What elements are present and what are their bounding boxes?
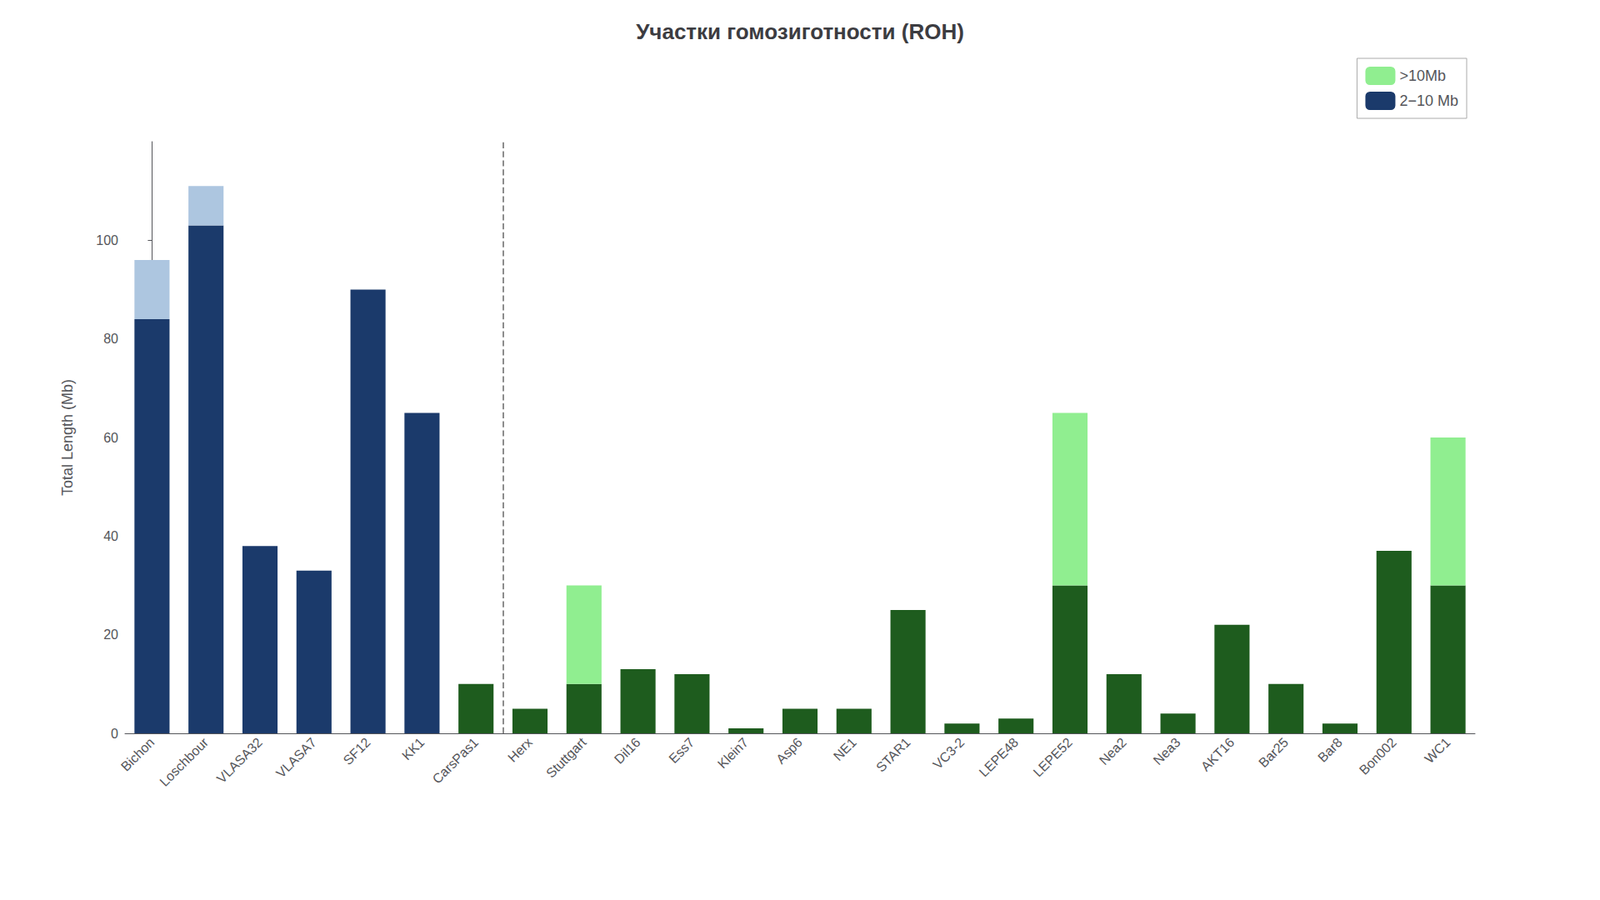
svg-text:Nea3: Nea3	[1150, 735, 1184, 768]
svg-text:>10Mb: >10Mb	[1399, 67, 1446, 85]
svg-text:Bar8: Bar8	[1315, 735, 1345, 765]
svg-text:LEPE52: LEPE52	[1030, 735, 1076, 780]
svg-text:Loschbour: Loschbour	[156, 735, 211, 790]
svg-text:Stuttgart: Stuttgart	[543, 735, 590, 781]
svg-text:Dil16: Dil16	[611, 735, 644, 767]
svg-text:Herx: Herx	[505, 735, 535, 765]
svg-text:40: 40	[103, 529, 119, 544]
svg-text:Total Length (Mb): Total Length (Mb)	[59, 379, 76, 496]
svg-text:Klein7: Klein7	[715, 735, 752, 772]
svg-text:VLASA32: VLASA32	[214, 735, 265, 786]
svg-text:Asp6: Asp6	[773, 735, 805, 767]
svg-text:Bichon: Bichon	[118, 735, 158, 775]
svg-text:0: 0	[110, 726, 119, 741]
svg-text:2−10 Mb: 2−10 Mb	[1399, 92, 1459, 110]
svg-text:VLASA7: VLASA7	[273, 735, 320, 781]
svg-text:Bar25: Bar25	[1255, 735, 1291, 770]
svg-text:KK1: KK1	[399, 735, 427, 763]
svg-text:20: 20	[103, 627, 119, 642]
svg-text:Bon002: Bon002	[1356, 735, 1400, 778]
svg-text:VC3-2: VC3-2	[930, 735, 967, 772]
svg-text:WC1: WC1	[1421, 735, 1453, 766]
svg-text:100: 100	[95, 233, 119, 248]
svg-text:NE1: NE1	[830, 735, 860, 764]
svg-text:CarsPas1: CarsPas1	[430, 735, 482, 787]
svg-text:Ess7: Ess7	[665, 735, 697, 766]
svg-text:Участки гомозиготности (ROH): Участки гомозиготности (ROH)	[635, 19, 965, 45]
svg-text:80: 80	[103, 331, 119, 346]
svg-text:Nea2: Nea2	[1096, 735, 1130, 768]
svg-text:60: 60	[103, 430, 119, 445]
svg-text:LEPE48: LEPE48	[976, 735, 1022, 780]
svg-text:SF12: SF12	[340, 735, 374, 768]
svg-text:AKT16: AKT16	[1198, 735, 1238, 775]
svg-text:STAR1: STAR1	[873, 735, 914, 775]
